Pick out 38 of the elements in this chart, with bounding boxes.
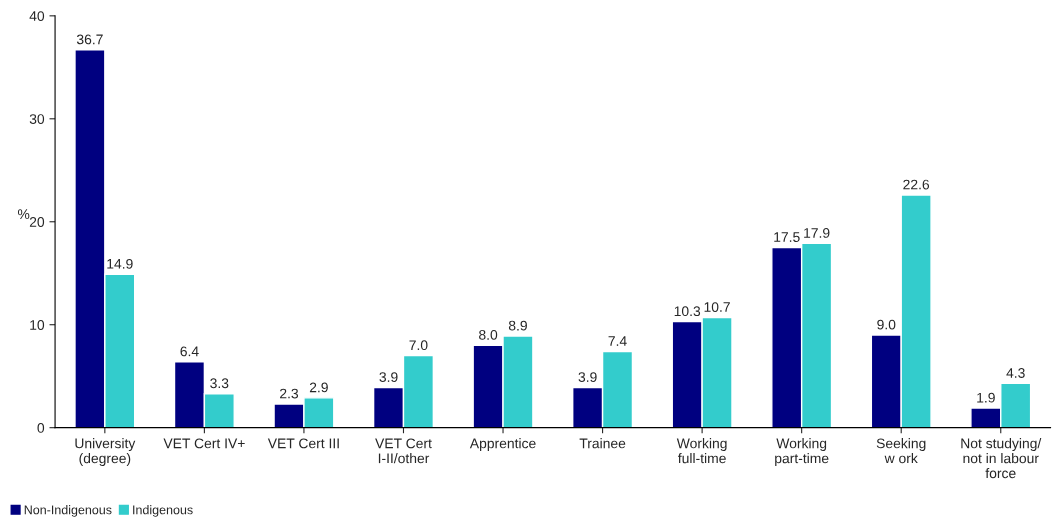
x-tick-label: Apprentice	[469, 438, 536, 452]
data-label: 22.6	[903, 179, 930, 190]
x-tick-label: VET Cert I-II/other	[375, 438, 432, 464]
data-label: 10.7	[704, 302, 730, 312]
y-tick-label: 0	[37, 423, 45, 433]
x-tick-label: Seeking w ork	[876, 438, 926, 464]
y-tick-label: 40	[29, 11, 45, 22]
x-tick-label: VET Cert III	[267, 438, 339, 449]
data-label: 2.3	[280, 388, 299, 399]
data-label: 36.7	[76, 34, 103, 45]
data-label: 3.3	[210, 378, 229, 389]
data-label: 7.0	[409, 340, 428, 351]
x-tick-label: Working part-time	[775, 438, 829, 466]
y-axis-title: %	[17, 209, 30, 219]
data-label: 6.4	[180, 346, 199, 357]
legend-label: Non-Indigenous	[24, 505, 112, 517]
data-label: 10.3	[674, 306, 701, 317]
x-tick-label: University (degree)	[75, 438, 136, 466]
data-label: 17.9	[804, 228, 830, 238]
legend-label: Indigenous	[133, 505, 193, 517]
data-label: 8.0	[479, 329, 498, 340]
data-label: 2.9	[309, 382, 328, 393]
data-label: 9.0	[877, 319, 896, 330]
data-label: 3.9	[578, 372, 597, 382]
data-label: 8.9	[508, 320, 527, 331]
y-tick-label: 10	[30, 320, 45, 330]
x-tick-label: Trainee	[579, 438, 626, 449]
data-label: 17.5	[774, 232, 800, 242]
x-tick-label: Not studying/ not in labour force	[961, 438, 1042, 479]
data-label: 4.3	[1006, 368, 1025, 378]
x-tick-label: Working full-time	[676, 438, 727, 464]
data-label: 1.9	[977, 392, 995, 403]
data-label: 7.4	[608, 336, 627, 346]
y-tick-label: 30	[29, 114, 45, 124]
y-tick-label: 20	[29, 217, 45, 227]
data-label: 14.9	[107, 258, 133, 269]
x-tick-label: VET Cert IV+	[163, 438, 245, 449]
data-label: 3.9	[379, 372, 398, 382]
